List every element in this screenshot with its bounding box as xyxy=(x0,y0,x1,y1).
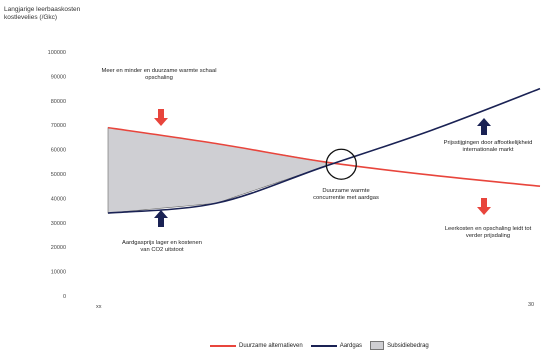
y-axis-title: Langjarige leerbaaskosten kostlevelies (… xyxy=(4,6,81,21)
arrow-down-red-left xyxy=(154,109,168,126)
y-tick-label: 10000 xyxy=(51,270,66,276)
chart-legend: Duurzame alternatieven Aardgas Subsidieb… xyxy=(210,341,433,350)
legend-label-aardgas: Aardgas xyxy=(339,342,363,349)
legend-item-aardgas: Aardgas xyxy=(310,342,363,349)
arrow-up-navy-right xyxy=(477,118,491,135)
legend-label-duurzame: Duurzame alternatieven xyxy=(239,342,303,349)
legend-swatch-gray xyxy=(370,341,385,350)
annotation-right-top: Prijsstijgingen door affootkelijkheid in… xyxy=(443,140,533,154)
annotation-bottom-left: Aardgasprijs lager en kostenen van CO2 u… xyxy=(122,240,202,254)
legend-item-subsidie: Subsidiebedrag xyxy=(370,341,429,350)
y-tick-label: 30000 xyxy=(51,221,66,227)
annotation-right-bottom: Leerkosten en opschaling leidt tot verde… xyxy=(444,226,532,240)
y-tick-label: 90000 xyxy=(51,74,66,80)
y-tick-label: 70000 xyxy=(51,123,66,129)
annotation-top-left: Meer en minder en duurzame warmte schaal… xyxy=(101,68,217,82)
y-tick-label: 60000 xyxy=(51,148,66,154)
y-tick-label: 50000 xyxy=(51,172,66,178)
y-tick-label: 80000 xyxy=(51,99,66,105)
legend-swatch-red xyxy=(210,344,236,347)
x-tick-label: 30 xyxy=(528,302,534,308)
legend-swatch-navy xyxy=(310,344,337,347)
series-line-duurzame xyxy=(107,126,541,187)
y-tick-label: 0 xyxy=(63,294,66,300)
arrow-down-red-right xyxy=(477,198,491,215)
legend-item-duurzame: Duurzame alternatieven xyxy=(210,343,303,349)
shaded-subsidy-area xyxy=(107,127,333,214)
x-tick-label: xx xyxy=(96,304,102,310)
arrow-up-navy-left xyxy=(154,210,168,227)
y-tick-label: 40000 xyxy=(51,196,66,202)
intersection-circle xyxy=(325,148,357,180)
annotation-center: Duurzame warmte concurrentie met aardgas xyxy=(313,188,379,202)
y-tick-label: 100000 xyxy=(48,50,66,56)
y-tick-label: 20000 xyxy=(51,245,66,251)
legend-label-subsidie: Subsidiebedrag xyxy=(387,342,429,349)
series-line-aardgas xyxy=(107,87,541,214)
